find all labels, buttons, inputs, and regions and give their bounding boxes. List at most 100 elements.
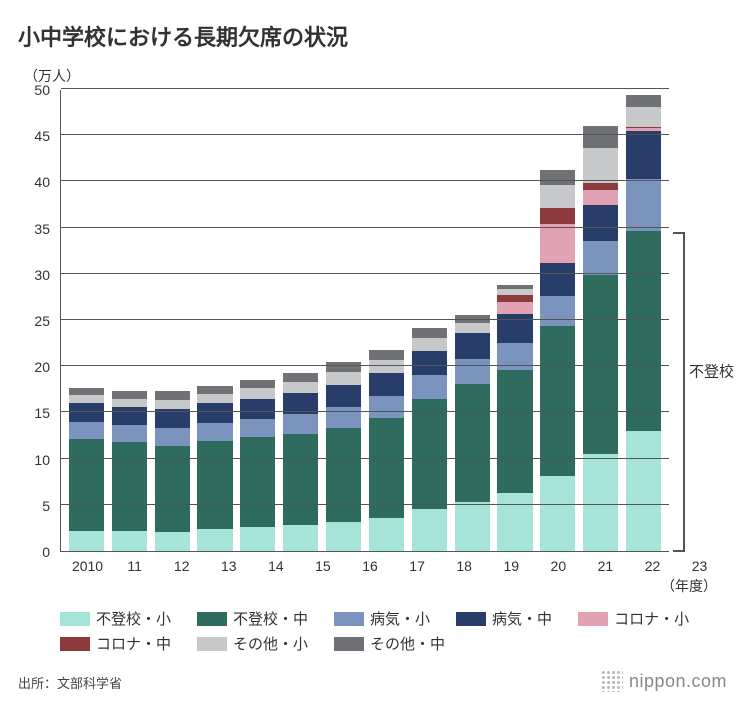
x-tick-label: 18 — [441, 558, 488, 574]
bar-column — [322, 90, 365, 551]
legend-item: コロナ・小 — [578, 608, 689, 629]
bar-segment — [540, 296, 575, 326]
stacked-bar — [326, 362, 361, 551]
x-tick-label: 19 — [488, 558, 535, 574]
stacked-bar — [412, 328, 447, 551]
bar-segment — [326, 407, 361, 428]
bar-segment — [583, 205, 618, 242]
legend-label: その他・小 — [233, 633, 308, 654]
bar-segment — [455, 323, 490, 333]
bar-segment — [497, 370, 532, 493]
grid-line — [61, 319, 669, 320]
bar-segment — [412, 509, 447, 551]
bar-segment — [455, 502, 490, 551]
bar-segment — [283, 525, 318, 551]
x-tick-label: 17 — [394, 558, 441, 574]
y-tick-label: 30 — [34, 267, 50, 283]
bar-segment — [240, 388, 275, 398]
bar-segment — [240, 527, 275, 551]
y-tick-label: 35 — [34, 221, 50, 237]
bar-segment — [326, 522, 361, 551]
bar-segment — [540, 476, 575, 551]
legend-item: コロナ・中 — [60, 633, 171, 654]
x-axis-labels: 201011121314151617181920212223 — [60, 552, 727, 574]
bar-segment — [626, 231, 661, 431]
bar-segment — [455, 333, 490, 359]
legend-swatch-icon — [197, 637, 227, 651]
grid-line — [61, 227, 669, 228]
legend-swatch-icon — [197, 612, 227, 626]
bar-segment — [369, 350, 404, 360]
stacked-bar — [155, 391, 190, 551]
stacked-bar — [283, 373, 318, 551]
bar-segment — [69, 422, 104, 440]
bar-segment — [326, 362, 361, 372]
bar-segment — [326, 385, 361, 407]
bar-segment — [455, 359, 490, 384]
grid-line — [61, 134, 669, 135]
legend-swatch-icon — [334, 612, 364, 626]
x-tick-label: 23 — [676, 558, 723, 574]
bar-segment — [540, 263, 575, 296]
stacked-bar — [626, 95, 661, 551]
bar-segment — [583, 454, 618, 551]
bar-segment — [283, 434, 318, 525]
x-tick-label: 13 — [205, 558, 252, 574]
bar-segment — [369, 373, 404, 396]
logo-text: nippon.com — [629, 671, 727, 692]
legend-label: 病気・中 — [492, 608, 552, 629]
bar-segment — [412, 351, 447, 376]
bar-column — [194, 90, 237, 551]
y-axis: 05101520253035404550 — [18, 90, 60, 552]
bar-segment — [369, 360, 404, 373]
bar-segment — [69, 395, 104, 403]
grid-line — [61, 273, 669, 274]
logo-icon — [601, 670, 623, 692]
bar-segment — [112, 531, 147, 551]
bar-segment — [412, 399, 447, 509]
bar-segment — [583, 190, 618, 205]
plot-area — [60, 90, 669, 552]
bar-segment — [497, 493, 532, 551]
x-tick-label: 12 — [158, 558, 205, 574]
bar-segment — [326, 372, 361, 385]
bar-segment — [626, 431, 661, 551]
bar-segment — [197, 441, 232, 529]
bar-segment — [240, 399, 275, 419]
bar-segment — [197, 394, 232, 403]
bar-segment — [540, 208, 575, 224]
bar-segment — [626, 179, 661, 232]
bar-segment — [155, 532, 190, 551]
legend-swatch-icon — [60, 637, 90, 651]
bar-segment — [626, 131, 661, 179]
legend-item: 病気・中 — [456, 608, 552, 629]
x-tick-label: 21 — [582, 558, 629, 574]
bar-column — [579, 90, 622, 551]
legend: 不登校・小不登校・中病気・小病気・中コロナ・小コロナ・中その他・小その他・中 — [60, 608, 727, 654]
legend-item: 病気・小 — [334, 608, 430, 629]
legend-label: 病気・小 — [370, 608, 430, 629]
bracket-icon — [673, 232, 685, 552]
x-tick-label: 15 — [299, 558, 346, 574]
x-tick-label: 14 — [252, 558, 299, 574]
bar-column — [536, 90, 579, 551]
bar-segment — [540, 185, 575, 208]
logo: nippon.com — [601, 670, 727, 692]
y-tick-label: 0 — [42, 544, 50, 560]
x-tick-label: 22 — [629, 558, 676, 574]
source-text: 出所：文部科学省 — [18, 673, 122, 692]
bar-segment — [369, 418, 404, 518]
bar-segment — [112, 442, 147, 531]
bar-column — [65, 90, 108, 551]
bar-column — [451, 90, 494, 551]
chart-area: 05101520253035404550 — [18, 90, 669, 552]
footer: 出所：文部科学省 nippon.com — [18, 670, 727, 692]
bar-column — [365, 90, 408, 551]
stacked-bar — [112, 391, 147, 551]
bars-container — [61, 90, 669, 551]
legend-item: その他・中 — [334, 633, 445, 654]
bar-segment — [626, 95, 661, 107]
bar-segment — [583, 241, 618, 274]
bar-segment — [155, 428, 190, 446]
y-tick-label: 20 — [34, 359, 50, 375]
